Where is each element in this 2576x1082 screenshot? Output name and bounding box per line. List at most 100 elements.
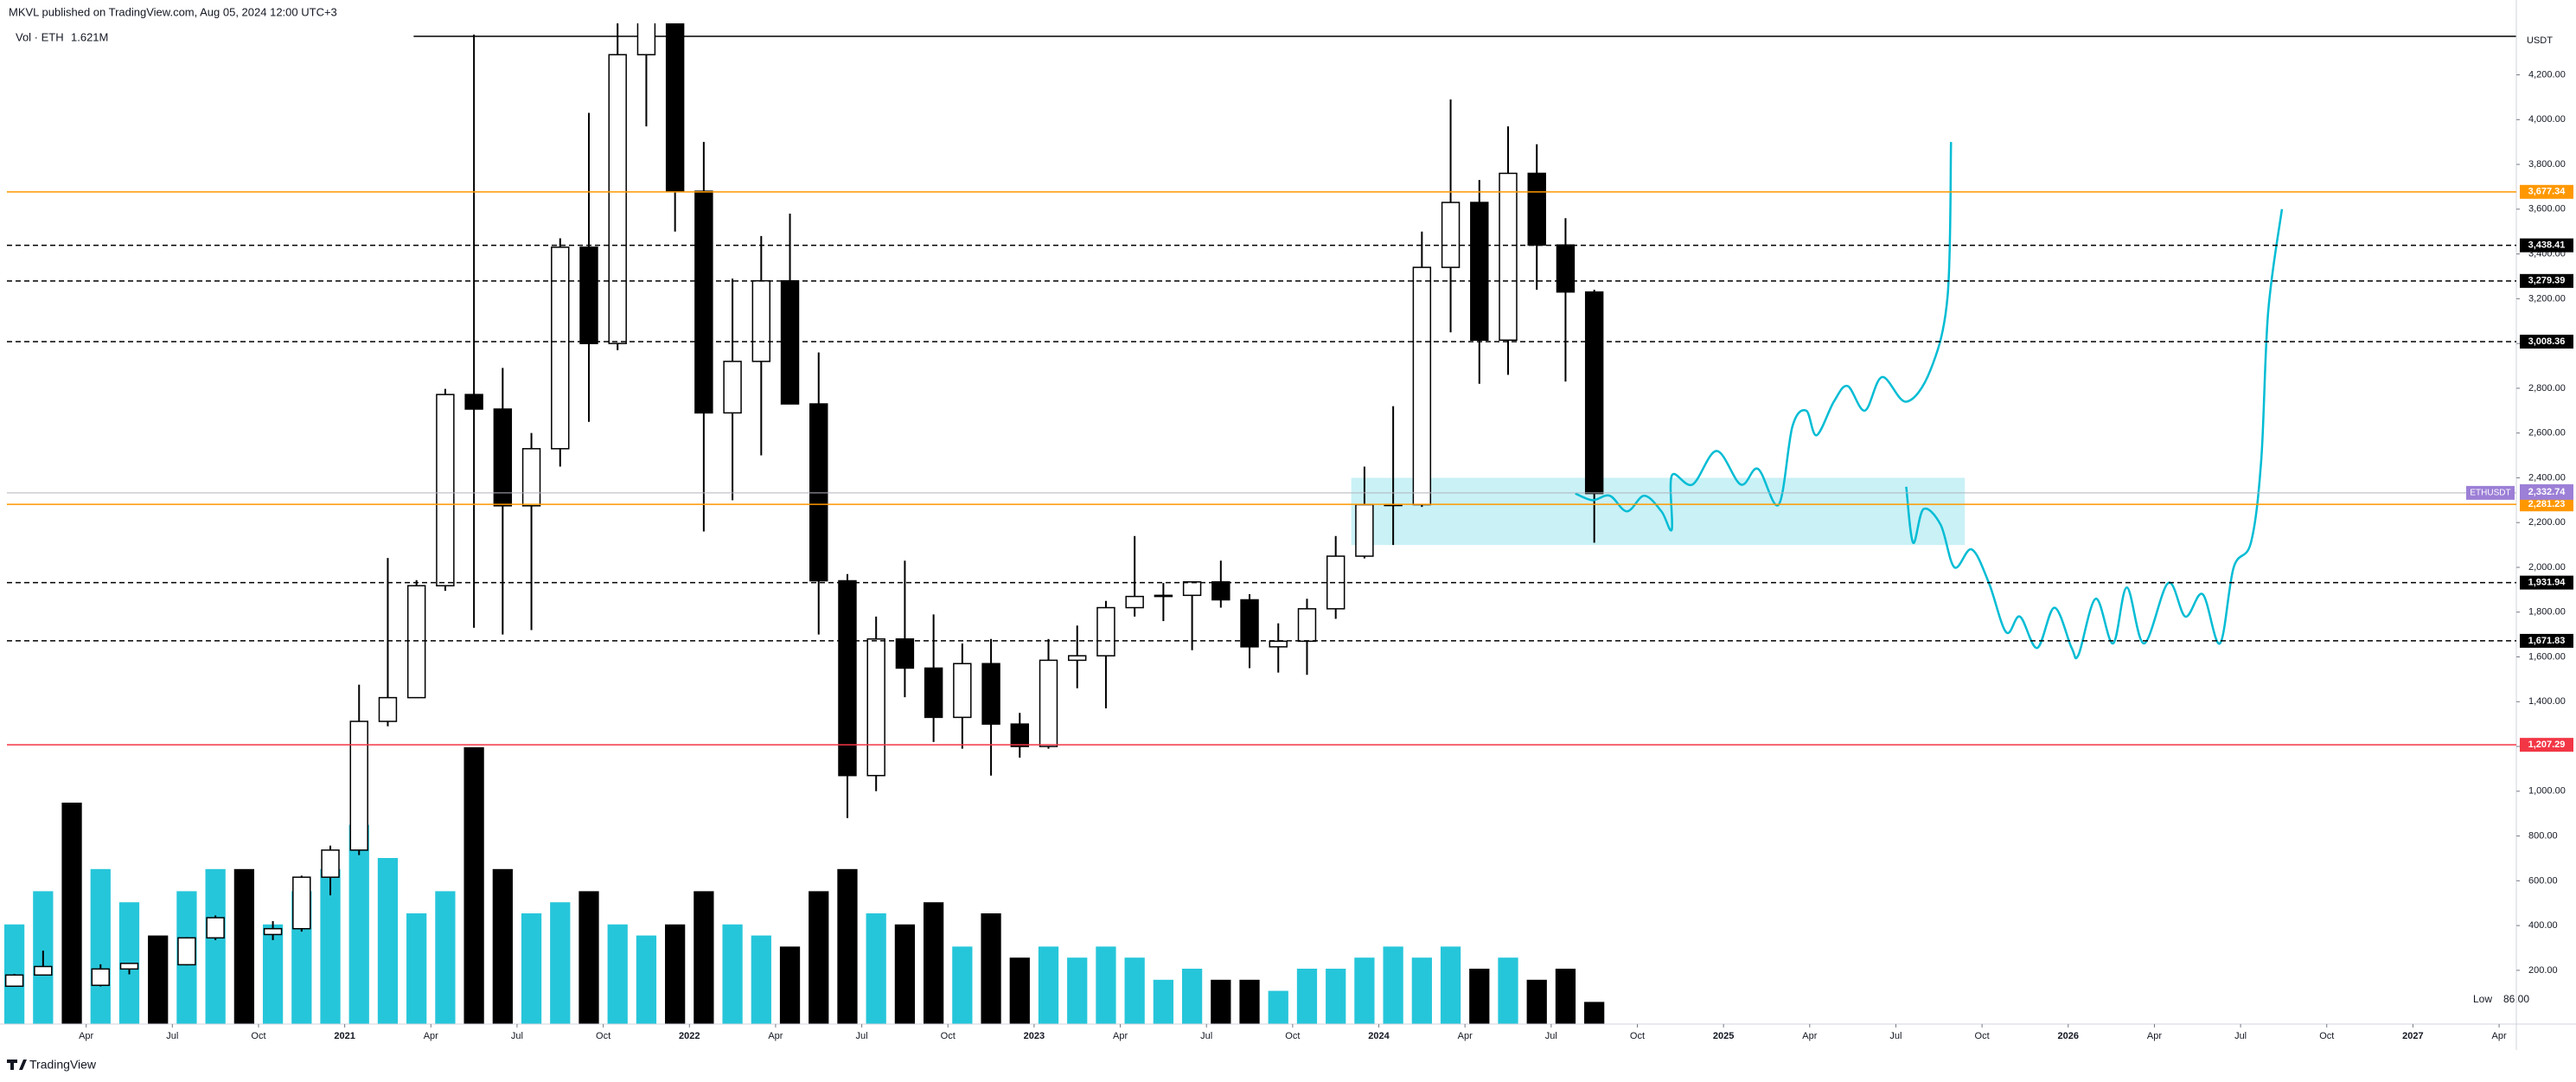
x-tick-label: Jul — [166, 1031, 178, 1041]
x-tick-label: Jul — [1889, 1031, 1902, 1041]
volume-bar — [1411, 957, 1432, 1024]
y-tick-label: 1,600.00 — [2528, 651, 2566, 662]
candle-body — [1527, 172, 1546, 246]
price-line-tag — [2520, 497, 2573, 512]
candle-body — [378, 696, 398, 722]
volume-bar — [492, 868, 513, 1024]
candle-body — [62, 965, 81, 986]
candle-body — [723, 361, 742, 414]
volume-bar — [952, 946, 973, 1024]
volume-bar — [1038, 946, 1059, 1024]
volume-bar — [1440, 946, 1461, 1024]
candle-body — [780, 279, 800, 405]
tv-logo — [7, 1060, 27, 1070]
x-tick-label: 2027 — [2402, 1031, 2423, 1041]
volume-bar — [1096, 946, 1116, 1024]
candle-body — [1584, 291, 1604, 495]
price-line-label: 3,279.39 — [2528, 276, 2566, 286]
candle-body — [1039, 659, 1058, 747]
x-tick-label: Apr — [1802, 1031, 1817, 1041]
x-tick-label: 2025 — [1713, 1031, 1734, 1041]
volume-bar — [1211, 979, 1231, 1024]
volume-bar — [1239, 979, 1260, 1024]
volume-bar — [894, 924, 916, 1024]
candle-body — [895, 638, 915, 669]
candle-body — [924, 667, 943, 719]
axis-unit: USDT — [2527, 35, 2553, 46]
publish-header: MKVL published on TradingView.com, Aug 0… — [9, 5, 337, 18]
x-tick-label: Jul — [856, 1031, 868, 1041]
candle-body — [1556, 244, 1576, 293]
y-tick-label: 2,200.00 — [2528, 517, 2566, 528]
y-tick-label: 4,000.00 — [2528, 114, 2566, 125]
volume-bar — [636, 935, 657, 1024]
candle-body — [521, 448, 541, 507]
price-line-tag — [2520, 575, 2573, 590]
volume-bar — [923, 902, 944, 1024]
price-line-label: 1,671.83 — [2528, 636, 2566, 646]
candle-body — [119, 963, 139, 970]
price-line-tag — [2520, 184, 2573, 199]
y-tick-label: 1,800.00 — [2528, 607, 2566, 618]
volume-bar — [1584, 1002, 1605, 1024]
volume-bar — [866, 913, 886, 1024]
x-tick-label: Apr — [768, 1031, 783, 1041]
x-tick-label: 2026 — [2058, 1031, 2079, 1041]
volume-bar — [90, 868, 111, 1024]
candle-body — [1412, 266, 1432, 506]
candle-body — [1441, 202, 1461, 268]
x-tick-label: Oct — [941, 1031, 956, 1041]
y-tick-label: 2,600.00 — [2528, 428, 2566, 439]
candle-body — [1211, 581, 1230, 601]
volume-bar — [262, 924, 284, 1024]
x-tick-label: 2023 — [1024, 1031, 1045, 1041]
x-tick-label: Oct — [2319, 1031, 2334, 1041]
price-line-tag — [2520, 273, 2573, 288]
volume-bar — [1153, 979, 1174, 1024]
price-line-label: 3,438.41 — [2528, 240, 2566, 251]
footer-brand: TradingView — [29, 1058, 97, 1072]
candle-body — [608, 54, 627, 344]
volume-bar — [205, 868, 226, 1024]
y-tick-label: 1,400.00 — [2528, 696, 2566, 707]
symbol-name: ETHUSDT — [2470, 488, 2510, 497]
y-tick-label: 200.00 — [2528, 965, 2558, 976]
price-line-label: 1,931.94 — [2528, 577, 2566, 587]
projection-path — [1905, 208, 2284, 660]
y-tick-label: 800.00 — [2528, 830, 2558, 841]
candle-body — [1010, 723, 1029, 747]
candle-body — [1326, 555, 1346, 610]
y-tick-label: 3,600.00 — [2528, 204, 2566, 214]
volume-bar — [148, 935, 169, 1024]
current-price-label: 2,332.74 — [2528, 487, 2566, 497]
x-tick-label: Oct — [1630, 1031, 1645, 1041]
candle-body — [1355, 503, 1374, 557]
candle-body — [177, 937, 196, 966]
volume-bar — [233, 868, 254, 1024]
volume-bar — [1555, 969, 1576, 1024]
candle-body — [263, 927, 283, 936]
candle-body — [34, 965, 53, 976]
x-tick-label: Oct — [251, 1031, 265, 1041]
price-line-tag — [2520, 633, 2573, 648]
volume-bar — [607, 924, 628, 1024]
candle-body — [91, 968, 110, 986]
x-tick-label: Apr — [1458, 1031, 1473, 1041]
candle-body — [551, 246, 570, 450]
x-tick-label: Apr — [2147, 1031, 2162, 1041]
volume-bar — [1009, 957, 1030, 1024]
x-tick-label: Jul — [2234, 1031, 2247, 1041]
candle-body — [1499, 172, 1518, 342]
volume-bar — [1354, 957, 1375, 1024]
candle-body — [1125, 595, 1144, 609]
price-line-label: 1,207.29 — [2528, 739, 2566, 750]
symbol-tag — [2466, 485, 2515, 500]
volume-bar — [809, 891, 829, 1024]
price-line-tag — [2520, 238, 2573, 253]
low-label: Low — [2473, 993, 2492, 1005]
candle-body — [234, 917, 254, 936]
volume-bar — [1296, 969, 1318, 1024]
candle-body — [981, 663, 1000, 725]
